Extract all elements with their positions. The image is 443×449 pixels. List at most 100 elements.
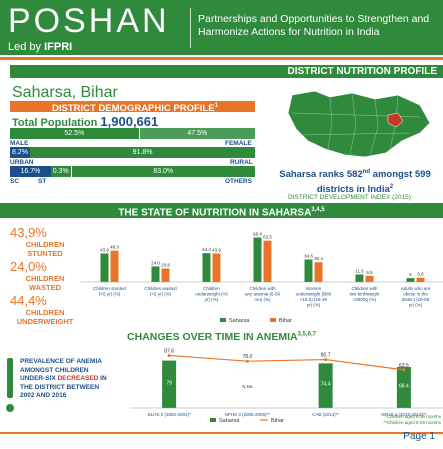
anemia-value-saharsa-2: 74.4	[321, 382, 331, 388]
bihar-map-icon	[287, 90, 431, 158]
legend-swatch-saharsa	[220, 318, 226, 322]
st-segment: 0.3%	[50, 166, 71, 177]
anemia-line-bihar	[169, 354, 404, 371]
bar-saharsa-1	[151, 266, 160, 282]
anemia-value-bihar-3: 63.5	[399, 363, 409, 369]
total-pop-label: Total Population	[12, 117, 98, 129]
bihar-map	[270, 83, 440, 165]
rank-sup: nd	[362, 169, 371, 175]
profile-banner: DISTRICT NUTRITION PROFILE	[10, 65, 443, 78]
value-label-bihar-4: 30.4	[314, 256, 323, 261]
rank-source: DISTRICT DEVELOPMENT INDEX (2015)	[288, 194, 411, 201]
led-by: Led by IFPRI	[8, 41, 72, 53]
poshan-logo: POSHAN	[8, 2, 170, 40]
anemia-chart: 79 87.6 DLHS 2 (2002-2004)* N Da 78.0 NFHS 3 …	[130, 348, 443, 430]
others-segment: 83.0%	[70, 166, 255, 177]
district-title: Saharsa, Bihar	[12, 84, 118, 101]
rank-line2: districts in India	[316, 184, 390, 196]
value-label-saharsa-1: 24.0	[151, 260, 160, 265]
anemia-value-bihar-2: 80.7	[321, 353, 331, 359]
anemia-point-bihar-0	[167, 353, 171, 357]
total-population: Total Population 1,900,661	[12, 114, 158, 129]
male-segment: 52.5%	[10, 128, 139, 139]
bar-saharsa-4	[304, 259, 313, 282]
area-bar: 8.2% 91.8%	[10, 147, 255, 158]
value-label-bihar-1: 20.8	[161, 262, 170, 267]
rank-line1b: amongst 599	[370, 169, 431, 181]
bar-bihar-3	[263, 240, 272, 282]
category-label-4-0: Women	[306, 286, 322, 291]
anemia-legend-bihar: Bihar	[271, 418, 284, 424]
category-label-4-2: <18.5) (15-49	[300, 297, 328, 302]
kpi-wasted-text: CHILDREN WASTED	[25, 274, 65, 292]
category-label-1-0: Children wasted	[144, 286, 177, 291]
bar-saharsa-0	[100, 253, 109, 282]
category-label-3-2: mo) (%)	[255, 297, 271, 302]
anemia-category-2: CAB (2014)**	[312, 412, 339, 417]
state-banner: THE STATE OF NUTRITION IN SAHARSA3,4,5	[0, 203, 443, 218]
category-label-3-0: Children with	[249, 286, 276, 291]
state-banner-text: THE STATE OF NUTRITION IN SAHARSA	[118, 207, 312, 219]
urban-label: URBAN	[10, 159, 34, 166]
category-label-6-0: Adults who are	[401, 286, 431, 291]
district-rank: Saharsa ranks 582nd amongst 599 district…	[270, 166, 440, 196]
urban-segment: 8.2%	[10, 147, 31, 158]
kpi-stunted-pct: 43,9%	[10, 225, 47, 240]
anemia-bar-saharsa-0	[162, 360, 177, 408]
anemia-title-text: CHANGES OVER TIME IN ANEMIA	[127, 331, 298, 343]
footer-bar	[0, 431, 443, 443]
value-label-saharsa-3: 68.4	[253, 232, 262, 237]
value-label-saharsa-2: 44.4	[202, 247, 211, 252]
bar-bihar-2	[212, 253, 221, 282]
category-label-5-0: Children with	[351, 286, 378, 291]
anemia-category-0: DLHS 2 (2002-2004)*	[147, 412, 191, 417]
value-label-bihar-0: 48.3	[110, 245, 119, 250]
category-label-5-2: <2500g (%)	[353, 297, 377, 302]
state-banner-sup: 3,4,5	[311, 207, 325, 213]
anemia-bar-saharsa-2	[318, 363, 333, 408]
value-label-saharsa-0: 43.9	[100, 247, 109, 252]
female-label: FEMALE	[225, 140, 252, 147]
rank-line1: Saharsa ranks 582	[279, 169, 363, 181]
anemia-point-bihar-3	[402, 368, 406, 372]
others-label: OTHERS	[225, 178, 253, 185]
anemia-callout: PREVALENCE OF ANEMIA AMONGST CHILDREN UN…	[20, 358, 112, 401]
bar-bihar-4	[314, 262, 323, 282]
header-divider	[190, 8, 191, 48]
caste-bar: 16.7% 0.3% 83.0%	[10, 166, 255, 177]
anemia-category-1: NFHS 3 (2005-2006)**	[225, 412, 271, 417]
led-by-org: IFPRI	[44, 41, 73, 53]
bar-bihar-1	[161, 268, 170, 282]
bar-saharsa-5	[355, 274, 364, 282]
kpi-underweight-pct: 44,4%	[10, 293, 47, 308]
anemia-value-saharsa-0: 79	[166, 380, 172, 386]
tagline: Partnerships and Opportunities to Streng…	[198, 13, 430, 38]
page-number: Page 1	[403, 431, 435, 442]
kpi-stunted: 43,9% CHILDREN STUNTED	[10, 225, 80, 258]
category-label-6-2: district (18-59	[402, 297, 430, 302]
category-label-2-1: underweight (<5	[195, 292, 228, 297]
led-by-prefix: Led by	[8, 41, 42, 53]
anemia-value-saharsa-3: 68.4	[399, 383, 409, 389]
value-label-bihar-5: 9.5	[366, 270, 373, 275]
anemia-point-bihar-1	[245, 359, 249, 363]
header	[0, 0, 443, 55]
rural-label: RURAL	[230, 159, 253, 166]
anemia-chart-svg: 79 87.6 DLHS 2 (2002-2004)* N Da 78.0 NFHS 3 …	[130, 348, 443, 425]
category-label-2-2: yr) (%)	[205, 297, 219, 302]
anemia-value-saharsa-1: N Da	[242, 384, 253, 389]
rural-segment: 91.8%	[30, 147, 255, 158]
anemia-note-1: **Children aged 6-59 months	[383, 420, 442, 425]
sex-bar: 52.5% 47.5%	[10, 128, 255, 139]
value-label-bihar-2: 43.9	[212, 247, 221, 252]
anemia-category-3: NFHS 4 (2015-2016)**	[381, 412, 427, 417]
value-label-bihar-3: 63.5	[263, 235, 272, 240]
anemia-callout-c: IN THE DISTRICT BETWEEN 2002 AND 2016	[20, 375, 107, 399]
anemia-legend-saharsa: Saharsa	[219, 418, 240, 424]
bar-saharsa-2	[202, 253, 211, 282]
header-rule	[0, 57, 443, 60]
value-label-bihar-6: 6.6	[417, 272, 424, 277]
exclamation-icon	[6, 358, 14, 413]
legend-label-saharsa: Saharsa	[229, 318, 250, 324]
anemia-callout-b: DECREASED	[57, 375, 99, 382]
